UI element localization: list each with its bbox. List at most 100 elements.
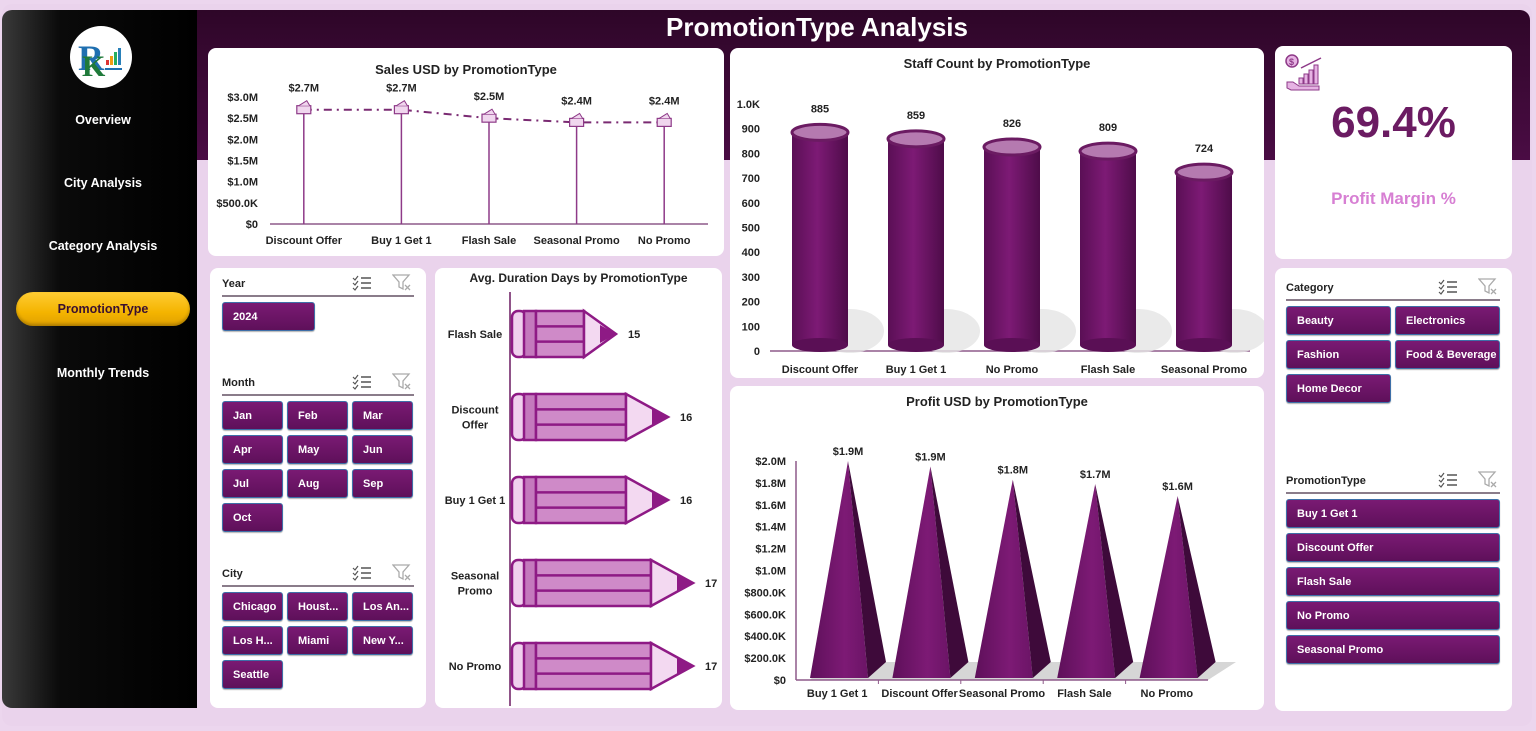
profit-margin-label: Profit Margin % [1331, 189, 1456, 208]
slicer-title: City [222, 568, 243, 580]
data-label: 17 [705, 661, 717, 673]
multi-select-icon[interactable] [352, 565, 372, 586]
slicer-option[interactable]: Los An... [352, 592, 413, 621]
slicer-option[interactable]: Oct [222, 503, 283, 532]
multi-select-icon[interactable] [352, 275, 372, 296]
y-category-label: Promo [458, 586, 493, 598]
y-tick-label: $200.0K [744, 653, 786, 665]
profit-chart-card: Profit USD by PromotionType $2.0M $1.8M $1… [730, 386, 1264, 710]
staff-cylinder-chart: 1.0K 900 800 700 600 500 400 300 200 100 0 885 Disco… [737, 99, 1264, 376]
slicer-option[interactable]: Houst... [287, 592, 348, 621]
sales-line-chart: $3.0M $2.5M $2.0M $1.5M $1.0M $500.0K $0 $2.7M D… [216, 83, 708, 247]
slicer-option[interactable]: No Promo [1286, 601, 1500, 630]
money-marker-icon [481, 108, 497, 123]
slicer-option[interactable]: Chicago [222, 592, 283, 621]
clear-filter-icon[interactable] [391, 373, 412, 396]
slicer-option[interactable]: Discount Offer [1286, 533, 1500, 562]
data-label: 885 [811, 103, 829, 115]
slicer-toolbar [352, 274, 412, 297]
svg-text:$: $ [1289, 57, 1294, 67]
y-category-label: Buy 1 Get 1 [445, 495, 506, 507]
x-tick-label: No Promo [1141, 688, 1194, 700]
slicer-option[interactable]: Home Decor [1286, 374, 1391, 403]
sidebar-item-overview[interactable]: Overview [75, 113, 131, 127]
multi-select-icon[interactable] [352, 374, 372, 395]
x-tick-label: Buy 1 Get 1 [886, 364, 947, 376]
slicer-option[interactable]: Apr [222, 435, 283, 464]
slicer-option[interactable]: Food & Beverage [1395, 340, 1500, 369]
slicer-option[interactable]: Miami [287, 626, 348, 655]
x-tick-label: Buy 1 Get 1 [807, 688, 868, 700]
slicer-option[interactable]: May [287, 435, 348, 464]
x-tick-label: Flash Sale [1057, 688, 1111, 700]
clear-filter-icon[interactable] [1477, 471, 1498, 494]
y-tick-label: $1.5M [227, 156, 258, 168]
y-tick-label: $2.0M [227, 134, 258, 146]
y-tick-label: $600.0K [744, 609, 786, 621]
sidebar: R K Overview City Analysis Category Analys… [2, 10, 197, 708]
x-tick-label: Discount Offer [266, 235, 343, 247]
bar [1057, 483, 1116, 678]
slicer-toolbar [1438, 278, 1498, 301]
slicer-panel-right: Category Beauty Electronics Fashion Food & B… [1275, 268, 1512, 711]
slicer-option[interactable]: Jun [352, 435, 413, 464]
money-marker-icon [569, 112, 585, 128]
slicer-option[interactable]: New Y... [352, 626, 413, 655]
slicer-option[interactable]: Buy 1 Get 1 [1286, 499, 1500, 528]
y-tick-label: $1.2M [755, 544, 786, 556]
slicer-option[interactable]: Jul [222, 469, 283, 498]
slicer-option[interactable]: Electronics [1395, 306, 1500, 335]
data-label: 809 [1099, 122, 1117, 134]
sidebar-item-monthly-trends[interactable]: Monthly Trends [56, 366, 150, 380]
data-label: $1.8M [998, 465, 1029, 477]
multi-select-icon[interactable] [1438, 472, 1458, 493]
slicer-toolbar [352, 373, 412, 396]
y-tick-label: 100 [742, 321, 760, 333]
sidebar-item-promotiontype[interactable]: PromotionType [16, 292, 190, 326]
y-tick-label: 900 [742, 124, 760, 136]
slicer-option[interactable]: Aug [287, 469, 348, 498]
slicer-option[interactable]: Mar [352, 401, 413, 430]
slicer-option[interactable]: Fashion [1286, 340, 1391, 369]
y-tick-label: $500.0K [216, 198, 258, 210]
data-label: 16 [680, 495, 692, 507]
clear-filter-icon[interactable] [391, 274, 412, 297]
data-label: $1.7M [1080, 469, 1111, 481]
y-tick-label: $800.0K [744, 587, 786, 599]
bar [892, 466, 951, 678]
slicer-option[interactable]: Flash Sale [1286, 567, 1500, 596]
slicer-option[interactable]: Seasonal Promo [1286, 635, 1500, 664]
slicer-option[interactable]: Feb [287, 401, 348, 430]
pencil-bar [510, 640, 696, 692]
slicer-option[interactable]: Jan [222, 401, 283, 430]
y-tick-label: $0 [246, 219, 258, 231]
duration-chart-card: Avg. Duration Days by PromotionType 15 Fl… [435, 268, 722, 708]
clear-filter-icon[interactable] [391, 564, 412, 587]
sidebar-item-category-analysis[interactable]: Category Analysis [48, 239, 158, 253]
slicer-option[interactable]: Beauty [1286, 306, 1391, 335]
clear-filter-icon[interactable] [1477, 278, 1498, 301]
slicer-option[interactable]: 2024 [222, 302, 315, 331]
slicer-title: PromotionType [1286, 475, 1366, 487]
pencil-bar [510, 308, 619, 360]
y-category-label: Offer [462, 420, 489, 432]
slicer-option[interactable]: Sep [352, 469, 413, 498]
multi-select-icon[interactable] [1438, 279, 1458, 300]
y-tick-label: 400 [742, 247, 760, 259]
sidebar-item-city-analysis[interactable]: City Analysis [63, 176, 143, 190]
y-tick-label: $1.0M [755, 566, 786, 578]
y-category-label: Seasonal [451, 571, 499, 583]
y-category-label: Discount [451, 405, 498, 417]
slicer-title: Category [1286, 282, 1334, 294]
slicer-option[interactable]: Los H... [222, 626, 283, 655]
x-tick-label: Seasonal Promo [1161, 364, 1247, 376]
x-tick-label: Seasonal Promo [959, 688, 1045, 700]
data-label: $2.4M [561, 95, 592, 107]
slicer-option[interactable]: Seattle [222, 660, 283, 689]
x-tick-label: No Promo [638, 235, 691, 247]
data-label: $2.5M [474, 91, 505, 103]
y-tick-label: $2.5M [227, 113, 258, 125]
bar [1176, 172, 1232, 345]
slicer-divider [1286, 492, 1500, 494]
duration-chart-title: Avg. Duration Days by PromotionType [469, 271, 688, 285]
